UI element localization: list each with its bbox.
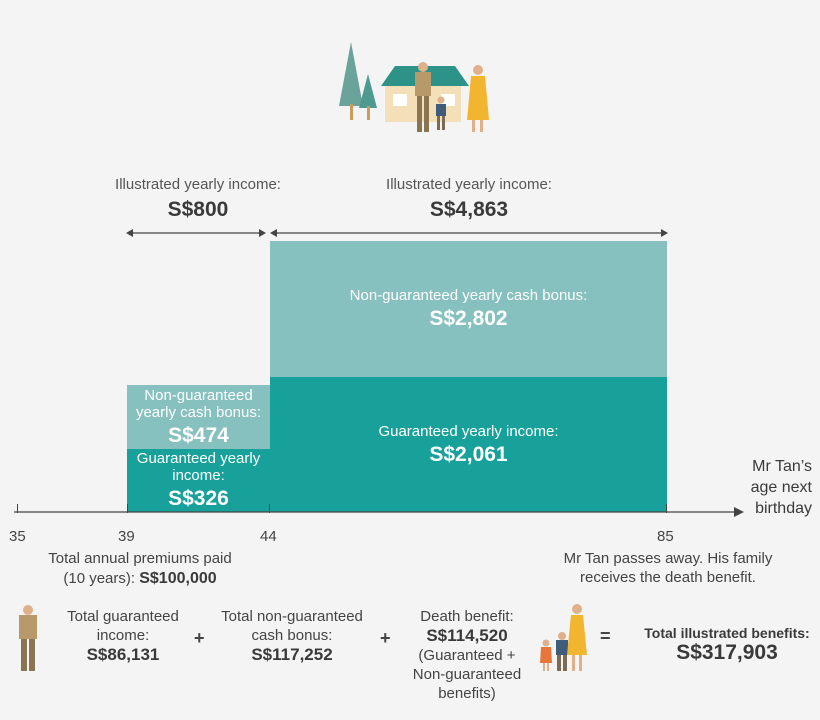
summary-death-benefit: Death benefit: S$114,520 (Guaranteed + N…: [404, 607, 530, 703]
period2-guaranteed-bar: Guaranteed yearly income: S$2,061: [270, 377, 667, 512]
summary-guaranteed-label: Total guaranteed income:: [67, 608, 179, 644]
man-icon: [19, 605, 37, 671]
summary-nonguaranteed-label: Total non-guaranteed cash bonus:: [221, 608, 363, 644]
summary-nonguaranteed: Total non-guaranteed cash bonus: S$117,2…: [214, 607, 370, 665]
age-axis: [14, 507, 744, 517]
summary-death-value: S$114,520: [426, 626, 508, 645]
span-arrows: [126, 229, 668, 237]
summary-total-label: Total illustrated benefits:: [644, 625, 810, 641]
plus-sign-2: +: [380, 628, 391, 648]
family-house-icon: [339, 42, 489, 132]
summary-guaranteed: Total guaranteed income: S$86,131: [58, 607, 188, 665]
tick-label-85: 85: [657, 528, 674, 545]
period2-ng-value: S$2,802: [429, 307, 508, 330]
period2-g-value: S$2,061: [429, 442, 508, 466]
tick-label-35: 35: [9, 528, 26, 545]
premiums-value: S$100,000: [139, 570, 217, 587]
tick-label-44: 44: [260, 528, 277, 545]
axis-title: Mr Tan’s age next birthday: [750, 458, 812, 517]
tick-label-39: 39: [118, 528, 135, 545]
family-icon: [540, 604, 587, 671]
period2-ng-label: Non-guaranteed yearly cash bonus:: [349, 287, 588, 304]
period1-guaranteed-bar: Guaranteed yearly income: S$326: [127, 449, 270, 512]
equals-sign: =: [600, 626, 611, 646]
period2-income-value: S$4,863: [429, 198, 509, 221]
tick-39: [127, 504, 128, 513]
summary-nonguaranteed-value: S$117,252: [251, 645, 333, 664]
period1-ng-label: Non-guaranteed yearly cash bonus:: [135, 386, 262, 421]
summary-total-value: S$317,903: [676, 641, 778, 664]
tick-44: [269, 504, 270, 513]
period1-income-value: S$800: [167, 198, 229, 221]
period1-g-label: Guaranteed yearly income:: [136, 450, 261, 484]
period1-nonguaranteed-bar: Non-guaranteed yearly cash bonus: S$474: [127, 385, 270, 449]
premiums-label: Total annual premiums paid (10 years):: [48, 550, 232, 587]
death-note: Mr Tan passes away. His family receives …: [563, 550, 773, 586]
period2-g-label: Guaranteed yearly income:: [378, 422, 559, 440]
tick-35: [17, 504, 18, 513]
summary-death-label: Death benefit:: [420, 608, 514, 625]
period2-caption: Illustrated yearly income:: [386, 176, 552, 193]
plus-sign-1: +: [194, 628, 205, 648]
summary-guaranteed-value: S$86,131: [86, 645, 160, 664]
tick-85: [666, 504, 667, 513]
period1-g-value: S$326: [168, 487, 229, 510]
premiums-note: Total annual premiums paid (10 years): S…: [40, 549, 240, 589]
summary-total: Total illustrated benefits: S$317,903: [636, 624, 818, 664]
period2-nonguaranteed-bar: Non-guaranteed yearly cash bonus: S$2,80…: [270, 241, 667, 377]
period1-caption: Illustrated yearly income:: [115, 176, 281, 193]
period1-ng-value: S$474: [168, 423, 229, 447]
summary-death-sub: (Guaranteed + Non-guaranteed benefits): [412, 647, 522, 702]
